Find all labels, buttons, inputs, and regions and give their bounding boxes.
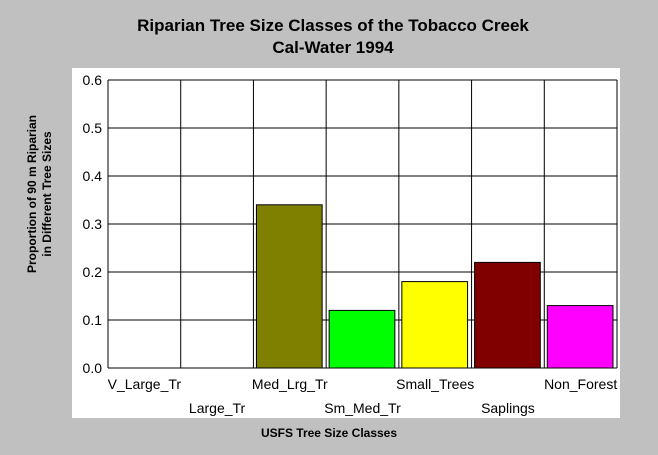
x-tick-label: Non_Forest — [544, 376, 617, 392]
bar-saplings — [474, 261, 541, 369]
y-tick-label: 0.5 — [83, 120, 103, 136]
y-tick-label: 0.4 — [83, 168, 103, 184]
chart-panel: 0.0 0.1 0.2 0.3 0.4 0.5 0.6 V_Large_Tr Large_Tr M… — [72, 68, 620, 418]
x-tick-label: V_Large_Tr — [108, 376, 182, 392]
y-axis-label-line2: in Different Tree Sizes — [40, 131, 54, 257]
x-tick-label: Saplings — [481, 400, 535, 416]
bar-non-forest — [546, 305, 614, 369]
y-axis-label-line1: Proportion of 90 m Riparian — [25, 114, 39, 274]
y-tick-label: 0.2 — [83, 264, 103, 280]
x-axis-label: USFS Tree Size Classes — [260, 426, 398, 440]
y-tick-label: 0.6 — [83, 72, 103, 88]
x-tick-label: Med_Lrg_Tr — [252, 376, 328, 392]
chart-subtitle: Cal-Water 1994 — [272, 38, 394, 57]
x-tick-label: Small_Trees — [396, 376, 474, 392]
y-tick-label: 0.0 — [83, 360, 103, 376]
bar-sm-med-tr — [328, 309, 396, 369]
bar-small-trees — [401, 281, 469, 369]
bar-med-lrg-tr — [255, 204, 323, 369]
y-tick-label: 0.1 — [83, 312, 103, 328]
x-tick-label: Sm_Med_Tr — [324, 400, 401, 416]
y-tick-label: 0.3 — [83, 216, 103, 232]
x-tick-label: Large_Tr — [189, 400, 246, 416]
chart-title: Riparian Tree Size Classes of the Tobacc… — [137, 16, 529, 35]
bar-chart: 0.0 0.1 0.2 0.3 0.4 0.5 0.6 V_Large_Tr Large_Tr M… — [83, 72, 618, 416]
